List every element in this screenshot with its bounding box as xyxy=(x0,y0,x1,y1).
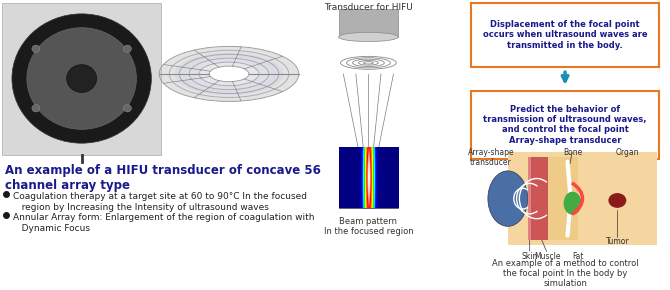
Bar xyxy=(363,148,364,213)
FancyBboxPatch shape xyxy=(508,153,657,245)
Bar xyxy=(371,148,373,213)
Polygon shape xyxy=(187,57,271,90)
Polygon shape xyxy=(528,157,531,240)
Bar xyxy=(383,148,385,213)
Bar xyxy=(364,148,365,213)
Bar xyxy=(362,148,363,213)
Bar xyxy=(344,148,346,213)
Bar xyxy=(396,148,397,213)
Bar xyxy=(346,148,348,213)
Bar xyxy=(373,148,375,213)
Text: Bone: Bone xyxy=(563,148,582,157)
Bar xyxy=(348,148,350,213)
Bar xyxy=(387,148,389,213)
Bar xyxy=(381,148,383,213)
Text: Coagulation therapy at a target site at 60 to 90°C In the focused
   region by I: Coagulation therapy at a target site at … xyxy=(13,192,307,211)
Ellipse shape xyxy=(563,192,582,215)
Ellipse shape xyxy=(608,193,626,208)
Text: Displacement of the focal point
occurs when ultrasound waves are
transmitted in : Displacement of the focal point occurs w… xyxy=(483,20,647,50)
Text: Predict the behavior of
transmission of ultrasound waves,
and control the focal : Predict the behavior of transmission of … xyxy=(483,105,647,145)
Text: Transducer for HIFU: Transducer for HIFU xyxy=(324,3,413,12)
Bar xyxy=(385,148,387,213)
Bar xyxy=(342,148,344,213)
Text: Annular Array form: Enlargement of the region of coagulation with
   Dynamic Foc: Annular Array form: Enlargement of the r… xyxy=(13,213,314,233)
Bar xyxy=(366,148,367,213)
Bar xyxy=(354,148,356,213)
Text: An example of a method to control
the focal point In the body by
simulation: An example of a method to control the fo… xyxy=(492,259,639,289)
Polygon shape xyxy=(547,157,578,240)
Bar xyxy=(352,148,354,213)
Bar xyxy=(375,148,377,213)
Bar xyxy=(395,148,396,213)
Text: Fat: Fat xyxy=(572,252,584,261)
Ellipse shape xyxy=(12,14,151,143)
FancyBboxPatch shape xyxy=(338,9,398,37)
Text: Tumor: Tumor xyxy=(606,238,629,246)
Text: Organ: Organ xyxy=(616,148,639,157)
Bar xyxy=(340,148,342,213)
Ellipse shape xyxy=(67,65,96,93)
Bar xyxy=(389,148,391,213)
Text: Skin: Skin xyxy=(521,252,538,261)
Text: Beam pattern
In the focused region: Beam pattern In the focused region xyxy=(324,217,413,236)
Bar xyxy=(367,148,368,213)
FancyBboxPatch shape xyxy=(338,148,398,208)
Text: Array-shape
transducer: Array-shape transducer xyxy=(468,148,514,167)
Bar xyxy=(391,148,393,213)
Bar xyxy=(365,148,366,213)
Bar xyxy=(377,148,379,213)
Bar xyxy=(393,148,395,213)
Polygon shape xyxy=(199,62,259,86)
Bar xyxy=(358,148,359,213)
Bar xyxy=(359,148,360,213)
Ellipse shape xyxy=(488,171,528,226)
Bar xyxy=(369,148,371,213)
Bar xyxy=(361,148,362,213)
Text: An example of a HIFU transducer of concave 56
channel array type: An example of a HIFU transducer of conca… xyxy=(5,164,321,193)
Ellipse shape xyxy=(32,105,40,112)
Ellipse shape xyxy=(123,105,131,112)
Bar xyxy=(356,148,358,213)
Bar xyxy=(397,148,398,213)
Ellipse shape xyxy=(123,45,131,52)
Ellipse shape xyxy=(32,45,40,52)
Bar xyxy=(379,148,381,213)
Polygon shape xyxy=(174,52,284,95)
Polygon shape xyxy=(531,157,547,240)
Bar xyxy=(338,148,340,213)
Ellipse shape xyxy=(27,28,137,129)
FancyBboxPatch shape xyxy=(471,90,659,159)
Bar xyxy=(350,148,352,213)
FancyBboxPatch shape xyxy=(471,3,659,66)
Polygon shape xyxy=(159,46,299,102)
Ellipse shape xyxy=(338,32,398,41)
FancyBboxPatch shape xyxy=(2,3,161,155)
Text: Muscle: Muscle xyxy=(535,252,561,261)
Bar xyxy=(360,148,361,213)
